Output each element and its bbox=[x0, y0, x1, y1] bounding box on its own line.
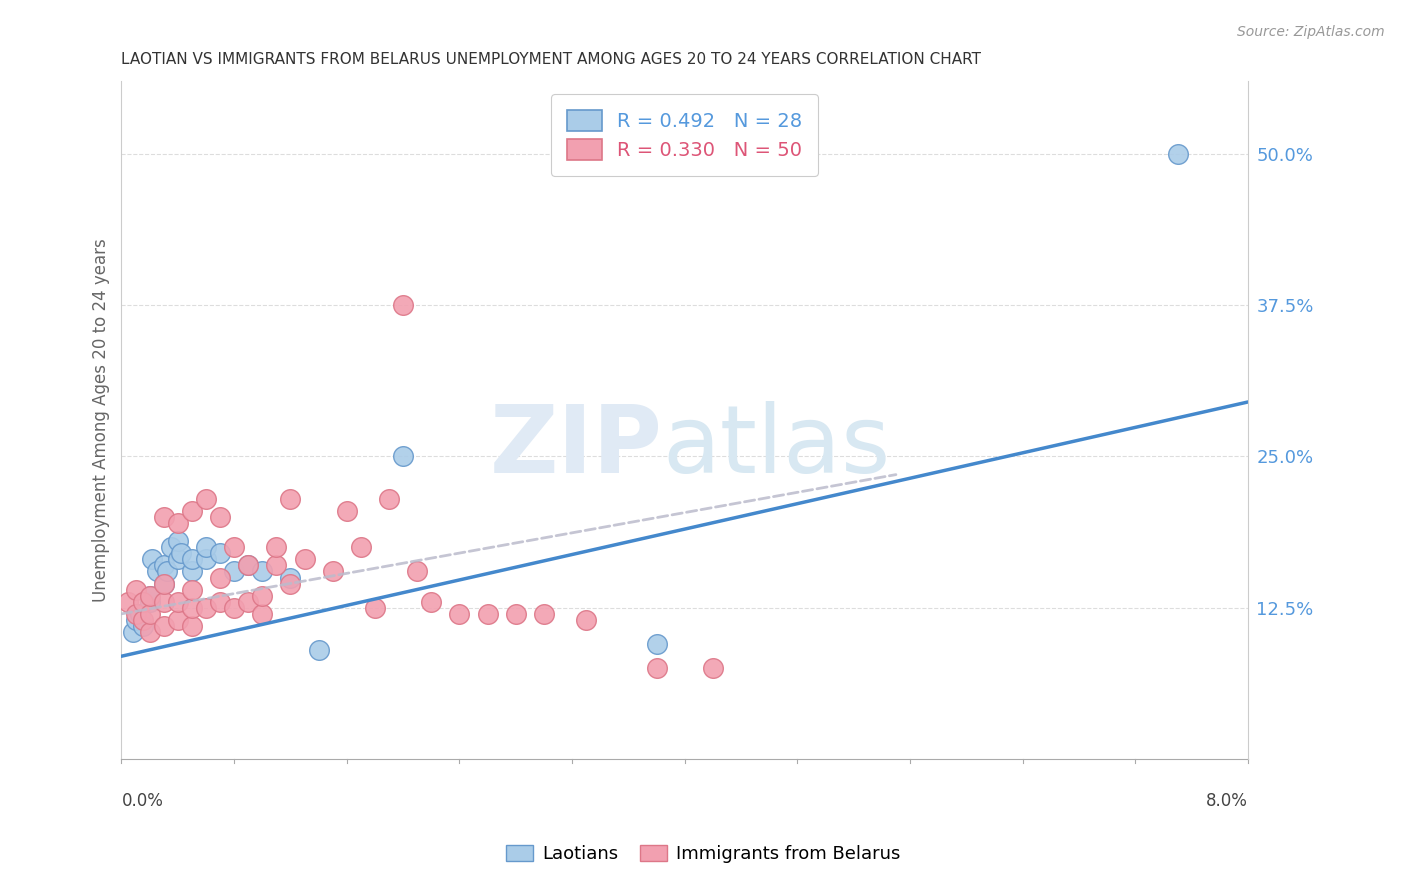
Point bbox=[645, 637, 668, 651]
Point bbox=[180, 552, 202, 566]
Point bbox=[505, 607, 527, 621]
Point bbox=[180, 582, 202, 597]
Point bbox=[364, 600, 387, 615]
Point bbox=[702, 661, 724, 675]
Point bbox=[131, 619, 153, 633]
Point bbox=[155, 565, 177, 579]
Point bbox=[194, 491, 217, 506]
Point bbox=[124, 613, 146, 627]
Point bbox=[138, 589, 160, 603]
Point bbox=[138, 595, 160, 609]
Point bbox=[222, 565, 245, 579]
Point bbox=[152, 619, 174, 633]
Point bbox=[533, 607, 555, 621]
Point bbox=[238, 558, 260, 573]
Point bbox=[406, 565, 429, 579]
Point bbox=[392, 298, 415, 312]
Point bbox=[378, 491, 401, 506]
Point bbox=[138, 625, 160, 640]
Point bbox=[280, 570, 302, 584]
Point bbox=[222, 541, 245, 555]
Point bbox=[208, 546, 231, 560]
Point bbox=[124, 607, 146, 621]
Legend: Laotians, Immigrants from Belarus: Laotians, Immigrants from Belarus bbox=[496, 836, 910, 872]
Point bbox=[238, 558, 260, 573]
Point bbox=[124, 582, 146, 597]
Point bbox=[166, 595, 188, 609]
Point bbox=[166, 534, 188, 549]
Point bbox=[392, 450, 415, 464]
Point bbox=[180, 565, 202, 579]
Point bbox=[294, 552, 316, 566]
Point bbox=[322, 565, 344, 579]
Text: atlas: atlas bbox=[662, 401, 890, 493]
Point bbox=[128, 607, 150, 621]
Point bbox=[141, 552, 163, 566]
Point bbox=[169, 546, 191, 560]
Legend: R = 0.492   N = 28, R = 0.330   N = 50: R = 0.492 N = 28, R = 0.330 N = 50 bbox=[551, 95, 818, 176]
Text: LAOTIAN VS IMMIGRANTS FROM BELARUS UNEMPLOYMENT AMONG AGES 20 TO 24 YEARS CORREL: LAOTIAN VS IMMIGRANTS FROM BELARUS UNEMP… bbox=[121, 53, 981, 68]
Y-axis label: Unemployment Among Ages 20 to 24 years: Unemployment Among Ages 20 to 24 years bbox=[93, 238, 110, 602]
Point bbox=[194, 541, 217, 555]
Point bbox=[575, 613, 598, 627]
Text: 8.0%: 8.0% bbox=[1206, 792, 1249, 810]
Point bbox=[180, 504, 202, 518]
Point bbox=[180, 600, 202, 615]
Point bbox=[166, 552, 188, 566]
Point bbox=[266, 541, 288, 555]
Point bbox=[131, 613, 153, 627]
Point bbox=[180, 619, 202, 633]
Point bbox=[138, 589, 160, 603]
Point bbox=[145, 565, 167, 579]
Point bbox=[645, 661, 668, 675]
Point bbox=[238, 595, 260, 609]
Point bbox=[194, 600, 217, 615]
Point bbox=[449, 607, 471, 621]
Point bbox=[131, 595, 153, 609]
Point bbox=[252, 565, 274, 579]
Point bbox=[194, 552, 217, 566]
Point bbox=[152, 595, 174, 609]
Point bbox=[208, 510, 231, 524]
Point bbox=[420, 595, 443, 609]
Point bbox=[252, 589, 274, 603]
Point bbox=[138, 607, 160, 621]
Point bbox=[280, 576, 302, 591]
Text: Source: ZipAtlas.com: Source: ZipAtlas.com bbox=[1237, 25, 1385, 39]
Point bbox=[252, 607, 274, 621]
Point bbox=[159, 541, 181, 555]
Point bbox=[166, 516, 188, 530]
Point bbox=[208, 595, 231, 609]
Point bbox=[152, 576, 174, 591]
Point bbox=[280, 491, 302, 506]
Point bbox=[222, 600, 245, 615]
Point bbox=[308, 643, 330, 657]
Point bbox=[152, 558, 174, 573]
Point bbox=[152, 576, 174, 591]
Text: 0.0%: 0.0% bbox=[121, 792, 163, 810]
Point bbox=[336, 504, 359, 518]
Point bbox=[477, 607, 499, 621]
Point bbox=[166, 613, 188, 627]
Point bbox=[350, 541, 373, 555]
Point bbox=[1167, 146, 1189, 161]
Point bbox=[152, 510, 174, 524]
Text: ZIP: ZIP bbox=[489, 401, 662, 493]
Point bbox=[266, 558, 288, 573]
Point bbox=[121, 625, 143, 640]
Point bbox=[208, 570, 231, 584]
Point bbox=[117, 595, 139, 609]
